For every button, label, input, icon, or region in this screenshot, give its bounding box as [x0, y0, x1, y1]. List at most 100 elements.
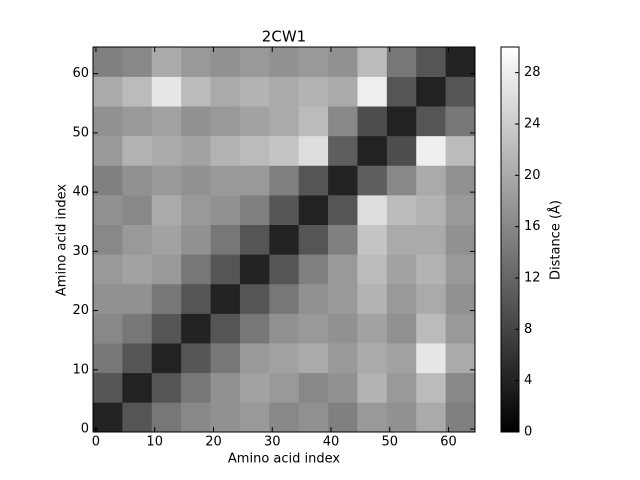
heatmap-cell: [93, 283, 123, 314]
heatmap-cell: [357, 165, 388, 196]
heatmap-cell: [328, 224, 358, 255]
heatmap-cell: [210, 343, 241, 374]
heatmap-cell: [210, 254, 241, 285]
heatmap-cell: [181, 254, 211, 285]
heatmap-cell: [445, 76, 476, 107]
heatmap-cell: [357, 135, 388, 166]
heatmap-cell: [122, 372, 153, 403]
heatmap-cell: [445, 254, 476, 285]
heatmap-cell: [269, 372, 299, 403]
heatmap-cell: [210, 76, 241, 107]
heatmap-cell: [328, 402, 358, 433]
heatmap-cell: [328, 47, 358, 77]
x-tick-label: 10: [146, 435, 163, 450]
heatmap-cell: [386, 195, 417, 225]
heatmap-cell: [210, 135, 241, 166]
heatmap-cell: [357, 402, 388, 433]
heatmap-cell: [269, 283, 299, 314]
heatmap-cell: [328, 106, 358, 137]
heatmap-cell: [93, 106, 123, 137]
heatmap-cell: [328, 135, 358, 166]
heatmap-cell: [122, 343, 153, 374]
heatmap-cell: [298, 343, 329, 374]
heatmap-cell: [239, 195, 270, 225]
x-tick-label: 0: [92, 435, 100, 450]
colorbar-tick-label: 24: [524, 117, 541, 132]
heatmap-cell: [416, 402, 446, 433]
heatmap-cell: [445, 106, 476, 137]
heatmap-cell: [298, 254, 329, 285]
heatmap-cell: [269, 76, 299, 107]
heatmap-cell: [122, 47, 153, 77]
x-tick-label: 30: [264, 435, 281, 450]
heatmap-cell: [181, 76, 211, 107]
heatmap-cell: [151, 313, 182, 344]
heatmap-cell: [445, 224, 476, 255]
heatmap-cell: [328, 76, 358, 107]
colorbar: [500, 46, 520, 433]
heatmap-cell: [386, 372, 417, 403]
heatmap-cell: [151, 254, 182, 285]
heatmap-cell: [239, 343, 270, 374]
heatmap-cell: [445, 402, 476, 433]
heatmap-cell: [151, 372, 182, 403]
heatmap-cell: [269, 135, 299, 166]
heatmap-cell: [181, 135, 211, 166]
colorbar-tick-label: 20: [524, 168, 541, 183]
heatmap-cell: [357, 76, 388, 107]
heatmap-cell: [122, 165, 153, 196]
y-tick-label: 0: [81, 422, 89, 437]
heatmap-cell: [122, 106, 153, 137]
heatmap-cell: [416, 165, 446, 196]
heatmap-cell: [445, 47, 476, 77]
heatmap: [93, 47, 476, 433]
heatmap-cell: [386, 343, 417, 374]
heatmap-cell: [181, 106, 211, 137]
heatmap-cell: [386, 402, 417, 433]
heatmap-cell: [181, 343, 211, 374]
heatmap-cell: [122, 224, 153, 255]
heatmap-cell: [181, 47, 211, 77]
y-tick-label: 40: [72, 185, 89, 200]
heatmap-cell: [416, 224, 446, 255]
heatmap-cell: [416, 313, 446, 344]
heatmap-cell: [416, 106, 446, 137]
y-tick-label: 20: [72, 303, 89, 318]
chart-title: 2CW1: [262, 28, 306, 46]
heatmap-cell: [445, 165, 476, 196]
heatmap-cell: [93, 47, 123, 77]
x-tick-label: 20: [205, 435, 222, 450]
plot-frame: [92, 46, 476, 433]
heatmap-cell: [357, 313, 388, 344]
heatmap-cell: [328, 283, 358, 314]
heatmap-cell: [445, 135, 476, 166]
heatmap-cell: [122, 195, 153, 225]
heatmap-cell: [122, 254, 153, 285]
heatmap-cell: [416, 372, 446, 403]
heatmap-cell: [416, 135, 446, 166]
heatmap-cell: [269, 224, 299, 255]
heatmap-cell: [210, 402, 241, 433]
heatmap-cell: [386, 254, 417, 285]
heatmap-cell: [181, 195, 211, 225]
heatmap-cell: [239, 106, 270, 137]
colorbar-tick-label: 4: [524, 373, 532, 388]
heatmap-cell: [298, 165, 329, 196]
heatmap-cell: [298, 313, 329, 344]
heatmap-cell: [386, 106, 417, 137]
heatmap-cell: [210, 195, 241, 225]
heatmap-cell: [151, 224, 182, 255]
heatmap-cell: [151, 135, 182, 166]
heatmap-cell: [298, 135, 329, 166]
heatmap-cell: [386, 76, 417, 107]
heatmap-cell: [210, 372, 241, 403]
heatmap-cell: [357, 283, 388, 314]
heatmap-cell: [328, 372, 358, 403]
y-tick-label: 30: [72, 244, 89, 259]
heatmap-cell: [386, 283, 417, 314]
heatmap-cell: [445, 343, 476, 374]
heatmap-cell: [239, 372, 270, 403]
colorbar-tick-label: 8: [524, 322, 532, 337]
heatmap-cell: [445, 372, 476, 403]
